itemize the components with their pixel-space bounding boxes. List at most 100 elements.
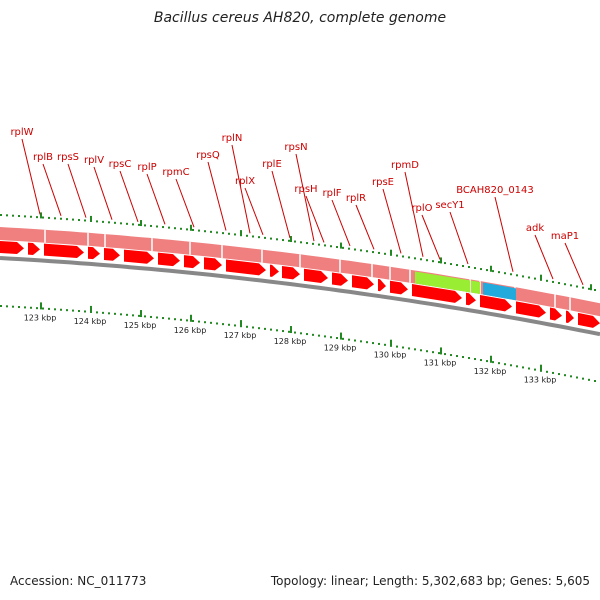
upper-tick-dot <box>78 219 80 222</box>
gene-leader-line <box>305 195 325 243</box>
upper-tick-dot <box>36 216 38 219</box>
scale-tick-dot <box>306 333 308 336</box>
upper-tick-dot <box>480 268 482 271</box>
page-title: Bacillus cereus AH820, complete genome <box>153 10 447 26</box>
scale-tick-dot <box>48 307 50 310</box>
scale-tick-dot <box>546 370 548 373</box>
upper-tick-dot <box>444 262 446 265</box>
gene-label-rpmd: rpmD <box>391 160 419 171</box>
upper-tick-dot <box>60 217 62 220</box>
scale-tick-dot <box>24 306 26 309</box>
upper-tick-dot <box>24 215 26 218</box>
upper-tick-major <box>540 274 542 281</box>
upper-tick-dot <box>18 215 20 218</box>
gene-label-rpse: rpsE <box>372 177 394 188</box>
upper-tick-dot <box>588 287 590 290</box>
gene-leader-line <box>244 187 264 235</box>
upper-tick-major <box>490 265 492 272</box>
upper-tick-dot <box>510 273 512 276</box>
scale-tick-dot <box>372 342 374 345</box>
gene-leader-line <box>404 171 424 257</box>
upper-tick-dot <box>576 285 578 288</box>
gene-arrow <box>226 259 266 276</box>
upper-tick-dot <box>516 274 518 277</box>
upper-tick-dot <box>570 284 572 287</box>
upper-tick-dot <box>324 244 326 247</box>
gene-label-rplf: rplF <box>323 188 342 199</box>
feature-bar <box>0 227 600 317</box>
scale-tick-dot <box>138 314 140 317</box>
scale-tick-major <box>140 310 142 318</box>
scale-tick-major <box>90 305 92 313</box>
upper-tick-dot <box>150 224 152 227</box>
scale-tick-row <box>0 302 596 383</box>
scale-tick-dot <box>492 361 494 364</box>
upper-tick-dot <box>84 219 86 222</box>
scale-tick-dot <box>324 335 326 338</box>
scale-tick-dot <box>258 327 260 330</box>
upper-tick-dot <box>420 258 422 261</box>
upper-tick-dot <box>114 221 116 224</box>
gene-label-secy1: secY1 <box>435 200 464 211</box>
scale-tick-dot <box>378 342 380 345</box>
scale-tick-dot <box>318 334 320 337</box>
bcah820-0143-feature <box>483 282 516 301</box>
upper-tick-dot <box>252 235 254 238</box>
upper-tick-dot <box>234 233 236 236</box>
upper-tick-major <box>240 230 242 237</box>
scale-label: 126 kbp <box>174 326 207 335</box>
gene-leader-line <box>175 178 195 228</box>
scale-label: 128 kbp <box>274 337 307 346</box>
upper-tick-dot <box>582 286 584 289</box>
upper-tick-dot <box>204 230 206 233</box>
gene-label-rplx: rplX <box>235 176 255 187</box>
scale-tick-dot <box>84 310 86 313</box>
scale-tick-dot <box>12 305 14 308</box>
upper-tick-dot <box>294 240 296 243</box>
upper-tick-dot <box>564 283 566 286</box>
scale-label: 132 kbp <box>474 367 507 376</box>
scale-tick-dot <box>174 318 176 321</box>
scale-tick-dot <box>312 333 314 336</box>
upper-tick-dot <box>174 227 176 230</box>
gene-arrow <box>304 268 328 284</box>
scale-tick-dot <box>510 364 512 367</box>
scale-tick-dot <box>354 339 356 342</box>
upper-tick-dot <box>492 270 494 273</box>
gene-label-map1: maP1 <box>551 231 579 242</box>
scale-tick-major <box>390 339 392 347</box>
scale-tick-dot <box>444 353 446 356</box>
scale-tick-dot <box>120 313 122 316</box>
upper-tick-dot <box>54 217 56 220</box>
scale-tick-dot <box>30 306 32 309</box>
scale-tick-dot <box>234 324 236 327</box>
scale-tick-dot <box>156 316 158 319</box>
scale-tick-dot <box>216 322 218 325</box>
backbone-path <box>0 256 600 337</box>
gene-leader-line <box>421 214 441 260</box>
scale-tick-dot <box>96 311 98 314</box>
scale-label: 129 kbp <box>324 344 357 353</box>
scale-tick-major <box>540 364 542 372</box>
upper-tick-dot <box>396 254 398 257</box>
gene-label-rplw: rplW <box>10 127 33 138</box>
upper-tick-dot <box>504 272 506 275</box>
upper-tick-dot <box>522 275 524 278</box>
scale-tick-dot <box>18 306 20 309</box>
upper-tick-dot <box>144 224 146 227</box>
gene-label-rpss: rpsS <box>57 152 79 163</box>
gene-arrow <box>390 280 408 295</box>
scale-tick-dot <box>570 375 572 378</box>
upper-tick-dot <box>408 256 410 259</box>
scale-tick-dot <box>126 313 128 316</box>
gene-arrow <box>378 278 386 292</box>
scale-tick-dot <box>564 374 566 377</box>
scale-label: 125 kbp <box>124 321 157 330</box>
scale-tick-dot <box>132 314 134 317</box>
scale-tick-dot <box>36 307 38 310</box>
gene-arrow <box>352 275 374 290</box>
upper-tick-dot <box>120 222 122 225</box>
upper-tick-dot <box>12 214 14 217</box>
